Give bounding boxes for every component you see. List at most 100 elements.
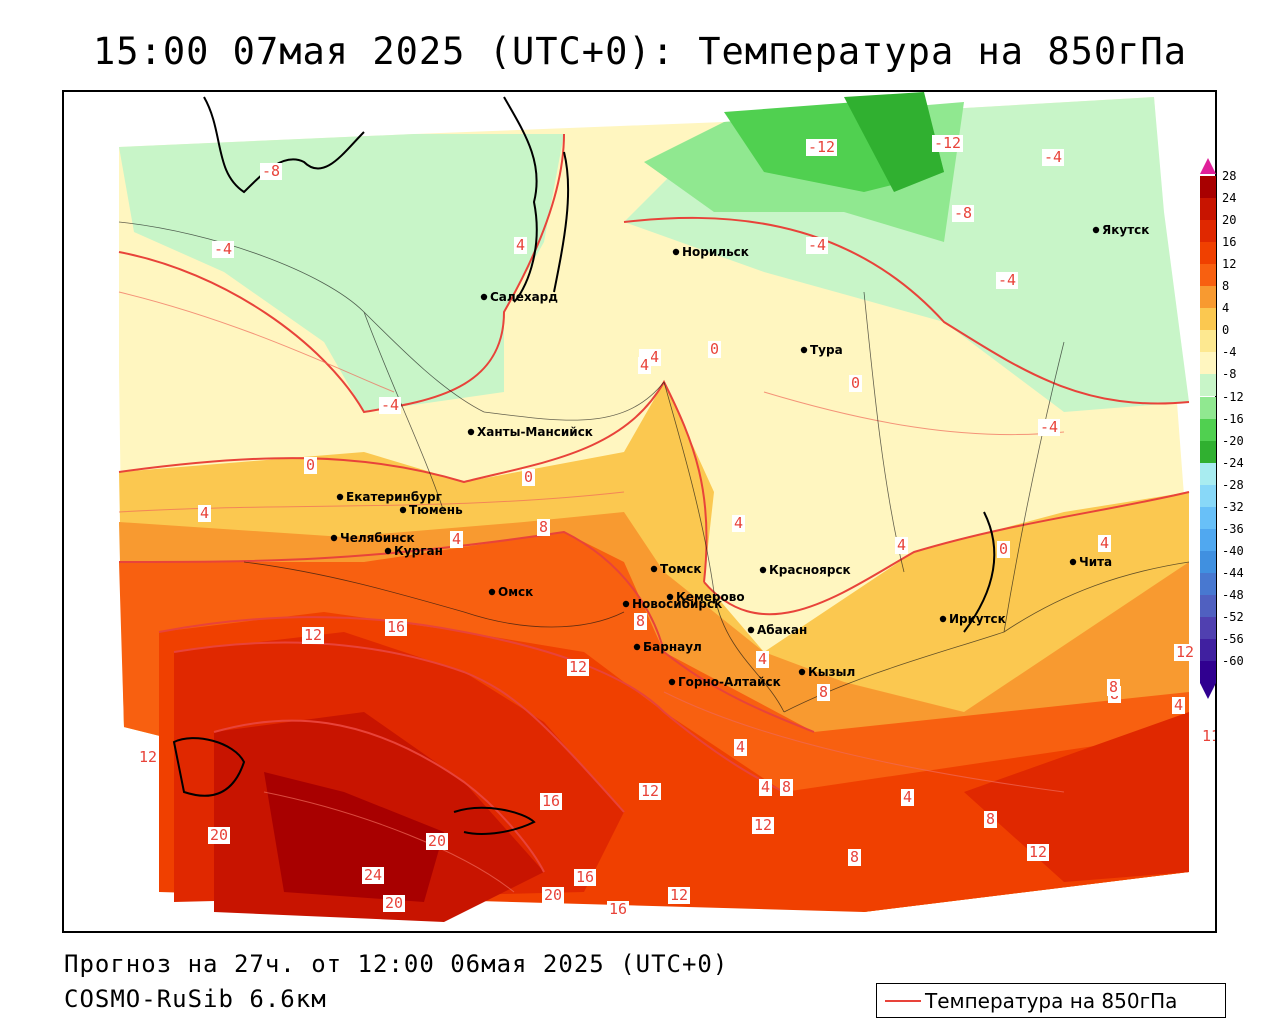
isotherm-value-label: 0	[851, 374, 860, 392]
isotherm-value-label: 24	[364, 866, 382, 884]
city-dot-icon	[467, 428, 475, 436]
city-dot-icon	[622, 600, 630, 608]
city-markers: Норильск Якутск Салехард Тура Ханты-Мансийск…	[330, 223, 1149, 689]
city-label: Якутск	[1102, 223, 1149, 237]
model-name: COSMO-RuSib 6.6км	[64, 985, 327, 1013]
city-dot-icon	[650, 565, 658, 573]
colorbar-tick-label: -56	[1222, 632, 1244, 647]
isotherm-value-label: -4	[381, 396, 399, 414]
isotherm-label-bg	[1107, 679, 1120, 696]
city-label: Омск	[498, 585, 533, 599]
colorbar-tick-label: -60	[1222, 654, 1244, 669]
isotherm-lines	[118, 133, 1190, 873]
colorbar-cell	[1200, 418, 1216, 441]
isotherm-label-bg	[260, 163, 282, 180]
isotherm-value-label: 12	[304, 626, 322, 644]
isotherm-value-label: 20	[385, 894, 403, 912]
isotherm-value-label: 4	[736, 738, 745, 756]
isotherm-label-bg	[817, 684, 830, 701]
city-dot-icon	[488, 588, 496, 596]
isotherm-value-label: 116	[1202, 727, 1217, 745]
city-label: Новосибирск	[632, 597, 722, 611]
isotherm-value-label: 4	[516, 236, 525, 254]
legend-label: Температура на 850гПа	[925, 989, 1178, 1013]
isotherm-value-label: -4	[998, 271, 1016, 289]
isotherm-value-label: 20	[210, 826, 228, 844]
forecast-info: Прогноз на 27ч. от 12:00 06мая 2025 (UTC…	[64, 950, 729, 978]
isotherm-value-label: -4	[1040, 418, 1058, 436]
isotherm-value-label: 16	[542, 792, 560, 810]
city-dot-icon	[336, 493, 344, 501]
isotherm-label-bg	[385, 619, 407, 636]
colorbar	[1200, 176, 1216, 684]
isotherm-label-bg	[379, 397, 401, 414]
city-label: Екатеринбург	[346, 490, 442, 504]
isotherm-label-bg	[1098, 535, 1111, 552]
city-label: Ханты-Мансийск	[477, 425, 593, 439]
isotherm-label-bg	[208, 827, 230, 844]
isotherm-label-bg	[198, 505, 211, 522]
city-label: Томск	[660, 562, 702, 576]
isotherm-value-label: 20	[544, 886, 562, 904]
colorbar-tick-label: 24	[1222, 191, 1237, 206]
isotherm-label-bg	[574, 869, 596, 886]
isotherm-label-bg	[849, 375, 862, 392]
city-dot-icon	[759, 566, 767, 574]
colorbar-cell	[1200, 308, 1216, 331]
colorbar-tick-label: 16	[1222, 235, 1237, 250]
isotherm-label-bg	[383, 895, 405, 912]
isotherm-value-label: 16	[387, 618, 405, 636]
city-label: Иркутск	[949, 612, 1006, 626]
map-canvas: Норильск Якутск Салехард Тура Ханты-Мансийск…	[118, 92, 1217, 922]
isotherm-value-label: 4	[758, 650, 767, 668]
city-dot-icon	[330, 534, 338, 542]
colorbar-bottom-arrow	[1200, 683, 1216, 700]
isotherm-label-bg	[997, 541, 1010, 558]
city-dot-icon	[1092, 226, 1100, 234]
isotherm-label-bg	[634, 613, 647, 630]
isotherm-thin-lines	[118, 291, 1065, 893]
colorbar-cell	[1200, 176, 1216, 198]
colorbar-tick-label: -8	[1222, 367, 1237, 382]
isotherm-label-bg	[668, 887, 690, 904]
colorbar-cell	[1200, 330, 1216, 353]
isotherm-value-label: 12	[569, 658, 587, 676]
isotherm-label-bg	[734, 739, 747, 756]
colorbar-tick-label: -40	[1222, 543, 1244, 558]
isotherm-value-label: 4	[640, 356, 649, 374]
isotherm-value-label: 0	[710, 340, 719, 358]
colorbar-cell	[1200, 528, 1216, 551]
isotherm-label-bg	[302, 627, 324, 644]
isotherm-value-label: 8	[782, 778, 791, 796]
colorbar-cell	[1200, 374, 1216, 397]
colorbar-tick-label: -28	[1222, 477, 1244, 492]
city-label: Тюмень	[409, 503, 463, 517]
isotherm-label-bg	[567, 659, 589, 676]
isotherm-label-bg	[1027, 844, 1049, 861]
isotherm-value-label: 8	[636, 612, 645, 630]
isotherm-label-bg	[304, 457, 317, 474]
isotherm-label-bg	[901, 789, 914, 806]
isotherm-label-bg	[780, 779, 793, 796]
colorbar-cell	[1200, 484, 1216, 507]
city-label: Кемерово	[676, 590, 745, 604]
isotherm-value-label: 16	[609, 900, 627, 918]
colorbar-cell	[1200, 198, 1216, 221]
city-dot-icon	[1069, 558, 1077, 566]
isotherm-value-label: -12	[934, 134, 961, 152]
colorbar-tick-label: -4	[1222, 345, 1237, 360]
isotherm-label-bg	[537, 519, 550, 536]
city-label: Курган	[394, 544, 443, 558]
isotherm-value-label: 8	[539, 518, 548, 536]
isotherm-label-bg	[806, 139, 837, 156]
colorbar-cell	[1200, 661, 1216, 684]
colorbar-cell	[1200, 352, 1216, 375]
isotherm-value-label: -4	[808, 236, 826, 254]
colorbar-tick-label: -52	[1222, 610, 1244, 624]
colorbar-tick-label: -32	[1222, 499, 1244, 514]
isotherm-label-bg	[1172, 697, 1185, 714]
colorbar-cell	[1200, 594, 1216, 617]
isotherm-value-label: 12	[1176, 643, 1194, 661]
colorbar-cell	[1200, 550, 1216, 573]
city-dot-icon	[399, 506, 407, 514]
